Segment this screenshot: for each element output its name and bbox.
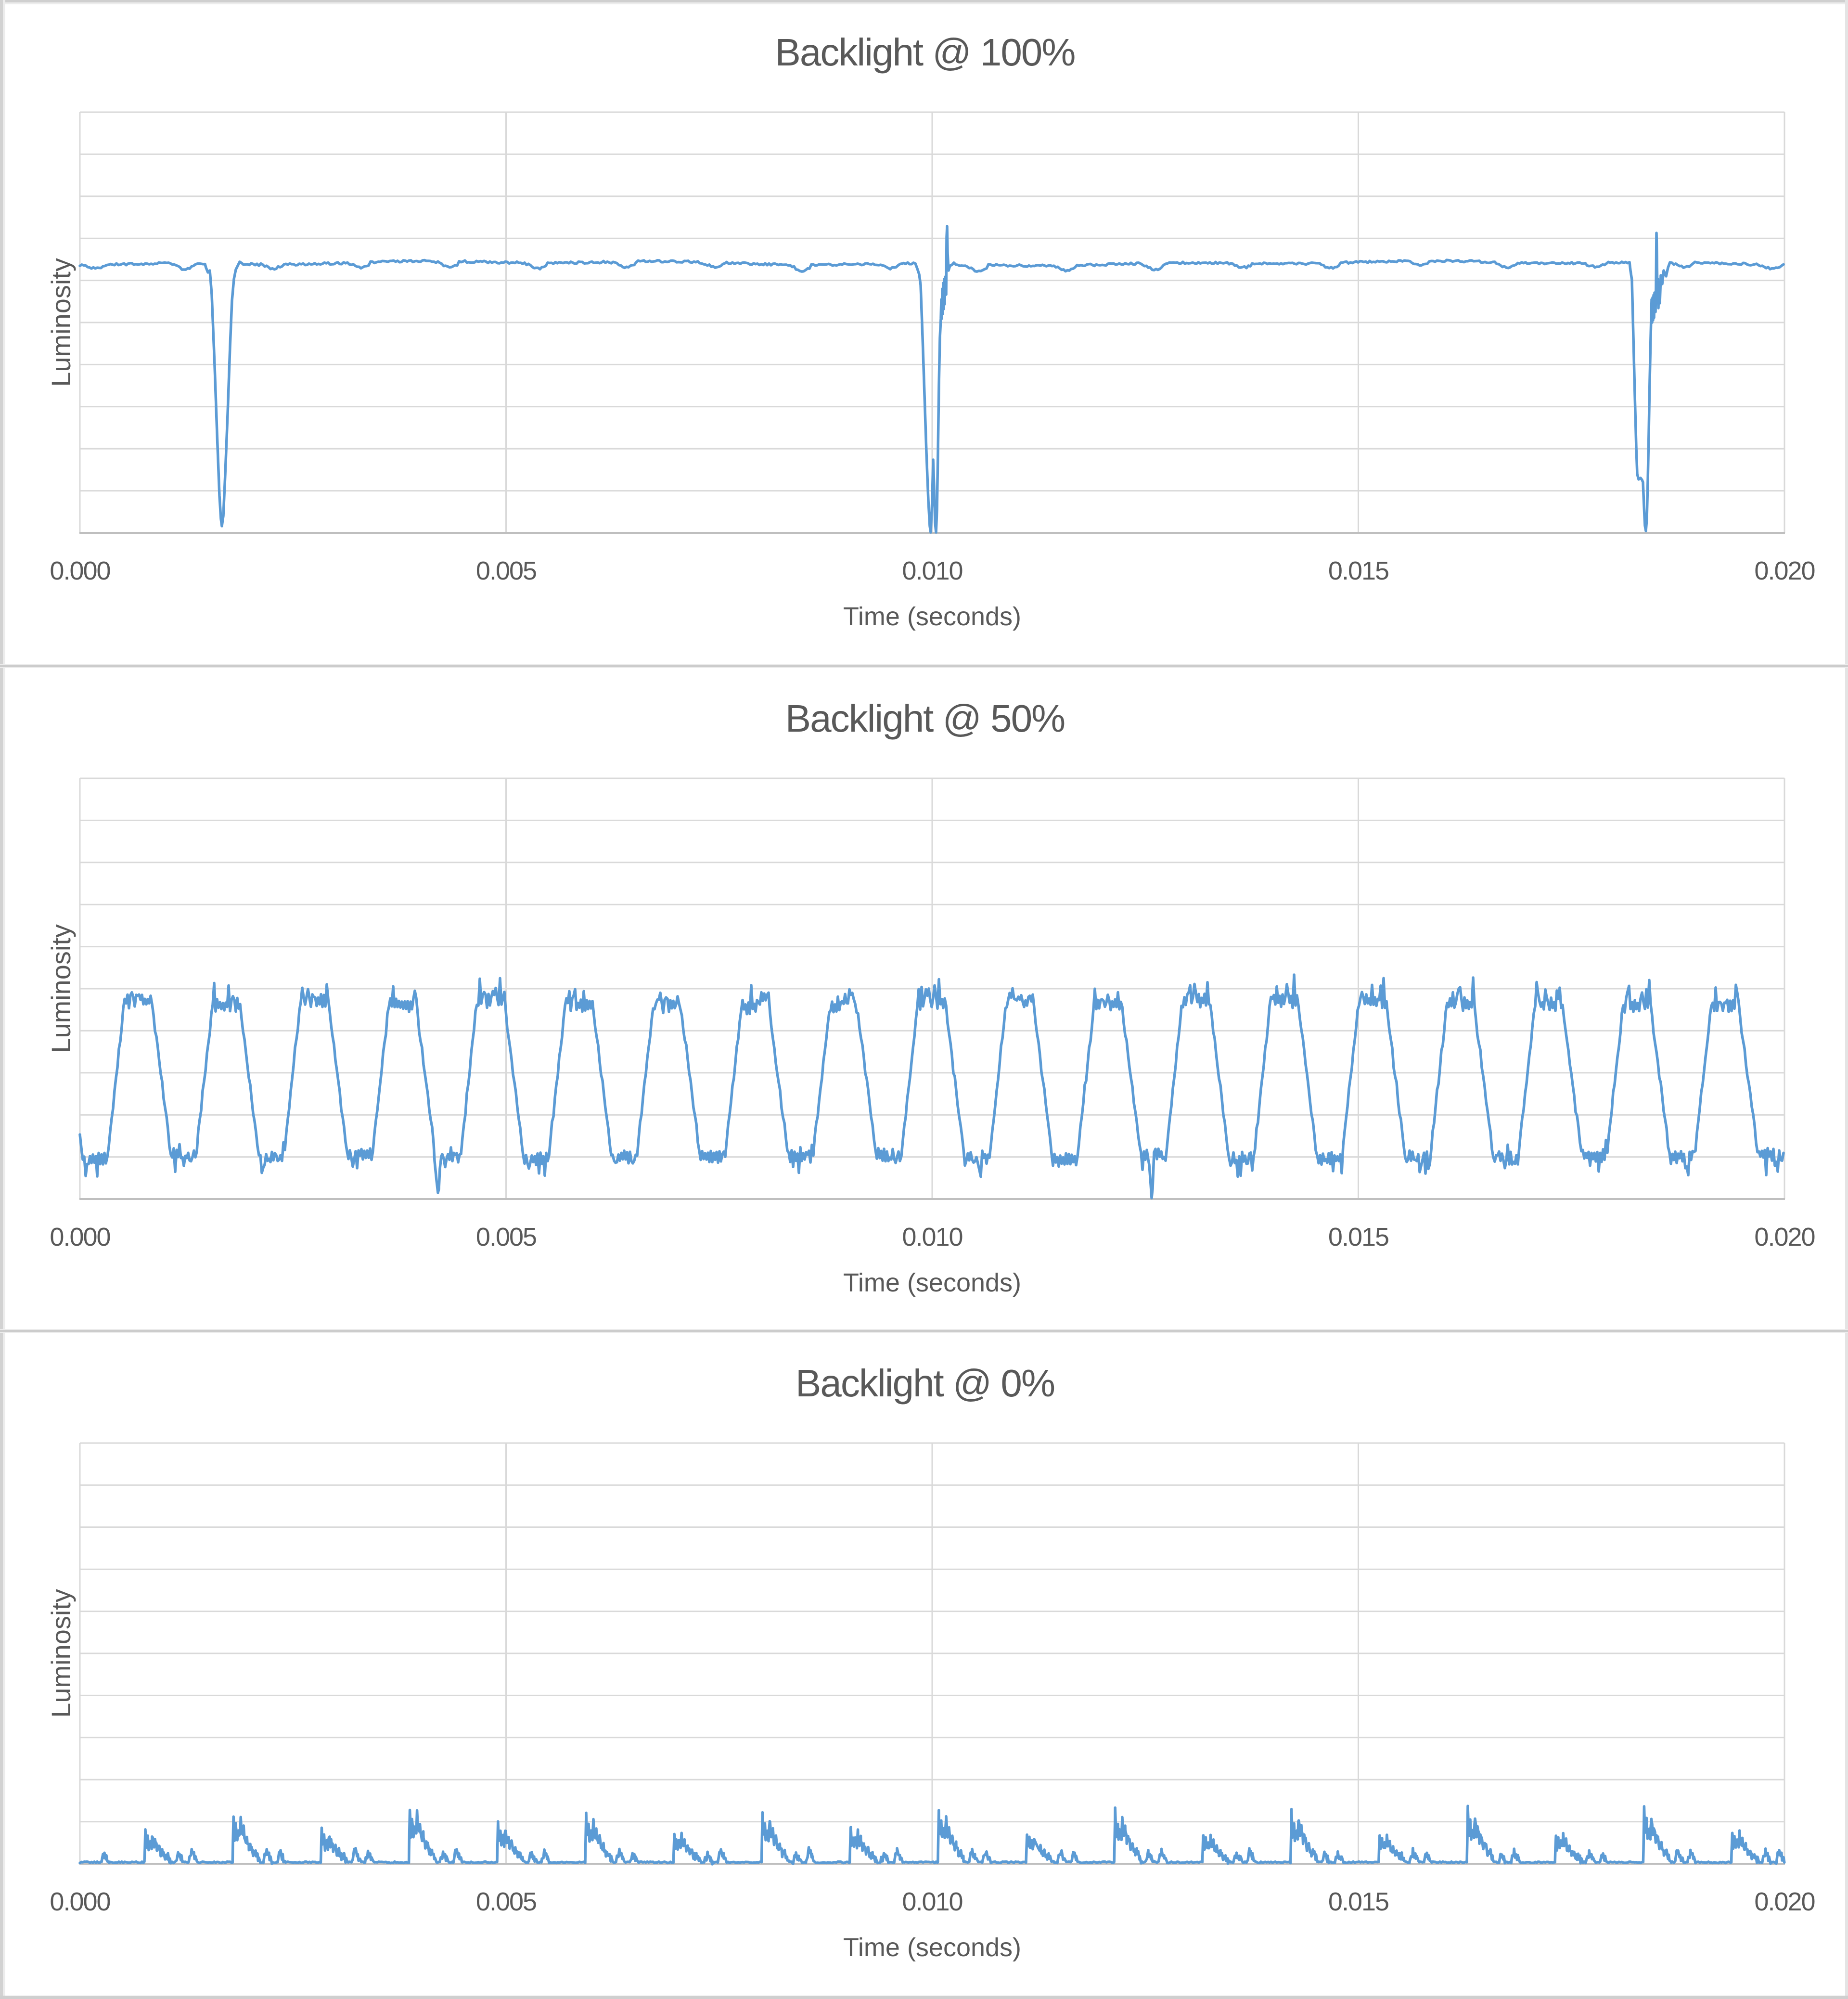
svg-text:Luminosity: Luminosity	[46, 924, 76, 1053]
svg-text:Time (seconds): Time (seconds)	[843, 602, 1021, 631]
svg-text:0.010: 0.010	[902, 1887, 962, 1916]
svg-text:0.010: 0.010	[902, 556, 962, 585]
svg-text:0.010: 0.010	[902, 1223, 962, 1251]
svg-text:0.015: 0.015	[1328, 556, 1388, 585]
svg-text:Backlight @ 100%: Backlight @ 100%	[775, 31, 1075, 74]
svg-text:0.005: 0.005	[476, 1887, 536, 1916]
svg-text:0.020: 0.020	[1754, 556, 1814, 585]
svg-text:0.020: 0.020	[1754, 1887, 1814, 1916]
svg-text:Luminosity: Luminosity	[46, 258, 76, 387]
svg-text:0.005: 0.005	[476, 556, 536, 585]
svg-text:0.000: 0.000	[50, 1223, 110, 1251]
svg-text:0.000: 0.000	[50, 556, 110, 585]
svg-text:0.015: 0.015	[1328, 1223, 1388, 1251]
svg-text:0.015: 0.015	[1328, 1887, 1388, 1916]
svg-text:Luminosity: Luminosity	[46, 1589, 76, 1718]
svg-text:0.000: 0.000	[50, 1887, 110, 1916]
svg-text:Time (seconds): Time (seconds)	[843, 1268, 1021, 1297]
svg-text:Backlight @ 0%: Backlight @ 0%	[796, 1362, 1054, 1405]
svg-text:0.020: 0.020	[1754, 1223, 1814, 1251]
svg-text:Backlight @ 50%: Backlight @ 50%	[785, 697, 1065, 740]
svg-text:0.005: 0.005	[476, 1223, 536, 1251]
svg-text:Time (seconds): Time (seconds)	[843, 1933, 1021, 1962]
